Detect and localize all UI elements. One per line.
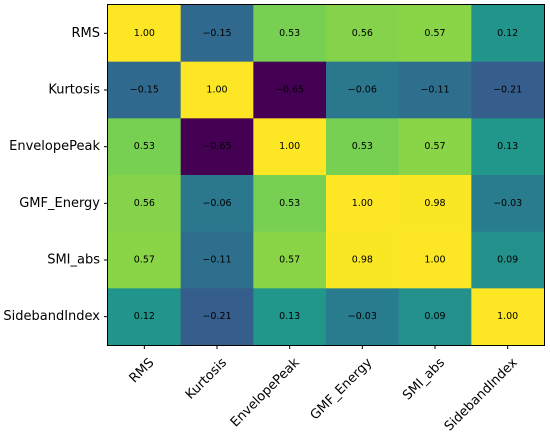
cell-value-label: 1.00 xyxy=(497,311,518,322)
cell-value-label: 0.09 xyxy=(497,255,518,266)
cell-value-label: 0.57 xyxy=(134,255,155,266)
heatmap-cell xyxy=(253,118,327,176)
heatmap-cell xyxy=(108,5,182,63)
heatmap-cell xyxy=(398,61,472,119)
heatmap-cell xyxy=(471,175,545,233)
heatmap-cell xyxy=(108,231,182,289)
y-tick-label: SidebandIndex xyxy=(3,309,100,324)
cell-value-label: 0.12 xyxy=(134,311,155,322)
cell-value-label: 1.00 xyxy=(279,141,300,152)
heatmap-cell-labels: 1.00 −0.15 0.53 0.56 0.57 0.12 −0.15 1.00 −0.65 −… xyxy=(130,28,522,322)
heatmap-cell xyxy=(471,118,545,176)
x-tick-label: SidebandIndex xyxy=(442,355,521,434)
y-tick-label: EnvelopePeak xyxy=(9,139,100,154)
y-tick-label: GMF_Energy xyxy=(19,196,100,211)
cell-value-label: −0.03 xyxy=(493,198,522,209)
cell-value-label: 0.13 xyxy=(497,141,518,152)
cell-value-label: −0.06 xyxy=(348,85,377,96)
cell-value-label: −0.21 xyxy=(202,311,231,322)
x-tick-label: GMF_Energy xyxy=(308,355,376,423)
heatmap-cell xyxy=(253,61,327,119)
heatmap-cell xyxy=(108,118,182,176)
heatmap-cell xyxy=(398,288,472,346)
heatmap-cell xyxy=(471,288,545,346)
cell-value-label: 0.98 xyxy=(352,255,373,266)
cell-value-label: 0.57 xyxy=(424,141,445,152)
cell-value-label: 0.09 xyxy=(424,311,445,322)
cell-value-label: 0.57 xyxy=(424,28,445,39)
heatmap-cell xyxy=(471,231,545,289)
heatmap-cell xyxy=(326,288,400,346)
cell-value-label: 0.12 xyxy=(497,28,518,39)
heatmap-cell xyxy=(398,175,472,233)
heatmap-cell xyxy=(253,5,327,63)
cell-value-label: 0.53 xyxy=(134,141,155,152)
plot-frame xyxy=(107,4,545,346)
heatmap-cell xyxy=(108,175,182,233)
cell-value-label: 1.00 xyxy=(424,255,445,266)
heatmap-cell xyxy=(253,288,327,346)
x-tick-label: Kurtosis xyxy=(183,355,230,402)
heatmap-cell xyxy=(326,61,400,119)
y-tick-label: Kurtosis xyxy=(48,83,100,98)
y-axis-ticks: RMS Kurtosis EnvelopePeak GMF_Energy SMI_abs… xyxy=(3,26,108,324)
cell-value-label: −0.65 xyxy=(275,85,304,96)
heatmap-cell xyxy=(180,5,254,63)
cell-value-label: −0.15 xyxy=(130,85,159,96)
x-tick-label: EnvelopePeak xyxy=(228,355,303,430)
heatmap-cell xyxy=(471,61,545,119)
heatmap-cell xyxy=(326,175,400,233)
heatmap-cell xyxy=(108,288,182,346)
cell-value-label: −0.21 xyxy=(493,85,522,96)
cell-value-label: 1.00 xyxy=(352,198,373,209)
cell-value-label: 0.56 xyxy=(134,198,155,209)
cell-value-label: 0.53 xyxy=(279,28,300,39)
heatmap-cell xyxy=(180,175,254,233)
heatmap-cell xyxy=(326,5,400,63)
cell-value-label: 1.00 xyxy=(206,85,227,96)
cell-value-label: −0.11 xyxy=(420,85,449,96)
heatmap-cell xyxy=(180,288,254,346)
cell-value-label: 0.98 xyxy=(424,198,445,209)
heatmap-cell xyxy=(180,118,254,176)
heatmap-cell xyxy=(398,231,472,289)
heatmap-cell xyxy=(398,5,472,63)
cell-value-label: 0.13 xyxy=(279,311,300,322)
cell-value-label: −0.11 xyxy=(202,255,231,266)
heatmap-cell xyxy=(471,5,545,63)
heatmap-cell xyxy=(108,61,182,119)
cell-value-label: −0.06 xyxy=(202,198,231,209)
heatmap-cell xyxy=(253,231,327,289)
cell-value-label: −0.65 xyxy=(202,141,231,152)
x-tick-label: RMS xyxy=(127,355,158,386)
heatmap-cell xyxy=(326,231,400,289)
heatmap-cells xyxy=(108,5,545,346)
heatmap-cell xyxy=(398,118,472,176)
y-tick-label: RMS xyxy=(71,26,100,41)
cell-value-label: 0.57 xyxy=(279,255,300,266)
cell-value-label: 0.56 xyxy=(352,28,373,39)
heatmap-cell xyxy=(253,175,327,233)
cell-value-label: 0.53 xyxy=(352,141,373,152)
heatmap-cell xyxy=(180,61,254,119)
heatmap-cell xyxy=(326,118,400,176)
cell-value-label: 1.00 xyxy=(134,28,155,39)
heatmap-cell xyxy=(180,231,254,289)
x-tick-label: SMI_abs xyxy=(400,355,448,403)
cell-value-label: 0.53 xyxy=(279,198,300,209)
cell-value-label: −0.15 xyxy=(202,28,231,39)
cell-value-label: −0.03 xyxy=(348,311,377,322)
y-tick-label: SMI_abs xyxy=(47,253,100,268)
